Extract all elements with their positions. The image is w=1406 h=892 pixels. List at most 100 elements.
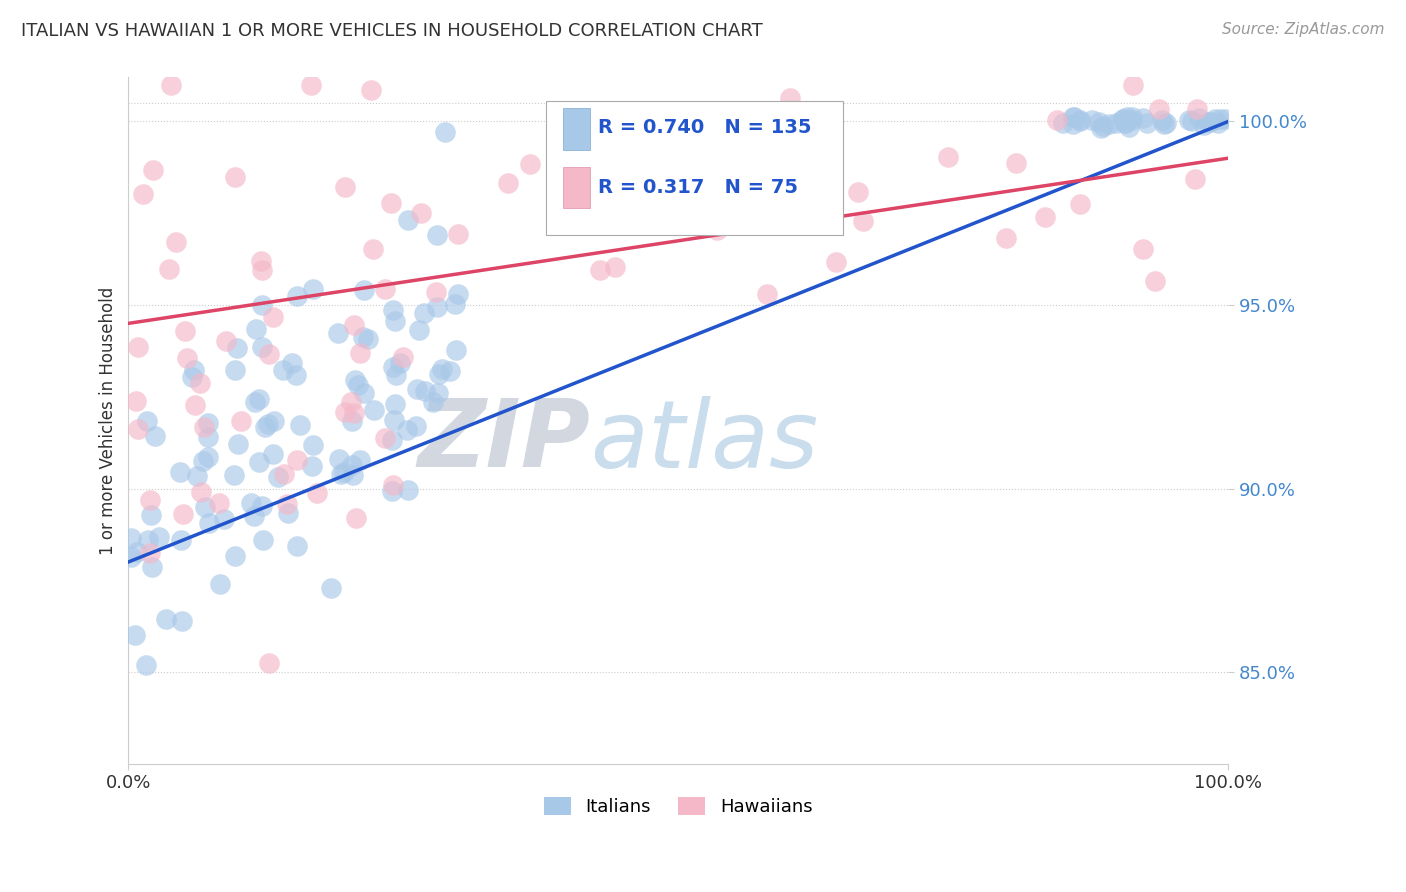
Point <box>335 405 357 419</box>
Point <box>253 420 276 434</box>
Point <box>413 306 436 320</box>
Point <box>250 262 273 277</box>
Point <box>181 370 204 384</box>
Point <box>259 347 281 361</box>
Point <box>215 334 238 349</box>
Point <box>276 498 298 512</box>
Point <box>328 452 350 467</box>
Point <box>432 361 454 376</box>
Point <box>224 362 246 376</box>
Point <box>160 78 183 92</box>
Point <box>381 360 404 375</box>
Point <box>496 176 519 190</box>
Point <box>214 512 236 526</box>
Point <box>285 453 308 467</box>
Point <box>353 386 375 401</box>
Point <box>139 508 162 522</box>
Point <box>250 340 273 354</box>
Text: ITALIAN VS HAWAIIAN 1 OR MORE VEHICLES IN HOUSEHOLD CORRELATION CHART: ITALIAN VS HAWAIIAN 1 OR MORE VEHICLES I… <box>21 22 763 40</box>
Point <box>285 288 308 302</box>
Point <box>262 310 284 325</box>
Point <box>284 368 307 383</box>
Point <box>326 326 349 340</box>
Point <box>124 393 146 408</box>
Point <box>1121 112 1143 127</box>
Point <box>1197 114 1219 128</box>
Point <box>346 378 368 392</box>
Point <box>706 223 728 237</box>
Point <box>380 196 402 211</box>
Point <box>166 235 188 249</box>
Point <box>305 486 328 500</box>
Point <box>135 414 157 428</box>
Point <box>188 376 211 391</box>
Point <box>1208 112 1230 126</box>
Point <box>155 612 177 626</box>
Point <box>396 483 419 498</box>
Point <box>357 332 380 346</box>
Point <box>257 417 280 431</box>
Point <box>443 297 465 311</box>
Point <box>1156 116 1178 130</box>
Point <box>425 227 447 242</box>
Point <box>273 467 295 481</box>
Point <box>333 179 356 194</box>
Text: Source: ZipAtlas.com: Source: ZipAtlas.com <box>1222 22 1385 37</box>
Point <box>139 547 162 561</box>
Point <box>245 395 267 409</box>
Point <box>224 467 246 482</box>
Point <box>1177 113 1199 128</box>
Point <box>444 343 467 358</box>
Point <box>1035 210 1057 224</box>
Point <box>343 373 366 387</box>
Point <box>1181 114 1204 128</box>
Point <box>1069 113 1091 128</box>
Point <box>263 414 285 428</box>
Point <box>343 406 366 420</box>
Point <box>426 300 449 314</box>
Point <box>1153 117 1175 131</box>
Point <box>197 430 219 444</box>
Point <box>194 500 217 514</box>
Point <box>381 484 404 499</box>
Point <box>1114 115 1136 129</box>
Point <box>426 386 449 401</box>
Point <box>240 496 263 510</box>
Point <box>741 146 763 161</box>
Point <box>197 417 219 431</box>
Point <box>825 254 848 268</box>
Point <box>252 533 274 547</box>
Point <box>1204 112 1226 127</box>
Point <box>243 508 266 523</box>
Point <box>169 466 191 480</box>
Point <box>1087 114 1109 128</box>
Point <box>1112 112 1135 126</box>
Point <box>252 499 274 513</box>
Point <box>1105 116 1128 130</box>
Point <box>339 394 361 409</box>
Point <box>389 356 412 370</box>
Point <box>381 478 404 492</box>
Point <box>134 658 156 673</box>
Point <box>548 173 571 187</box>
Point <box>447 227 470 241</box>
Point <box>681 106 703 120</box>
Point <box>1090 120 1112 135</box>
Point <box>1063 110 1085 124</box>
Point <box>343 318 366 332</box>
Point <box>1143 274 1166 288</box>
Point <box>172 614 194 628</box>
Point <box>281 356 304 370</box>
Point <box>447 287 470 301</box>
Point <box>245 321 267 335</box>
Point <box>567 200 589 214</box>
Point <box>138 493 160 508</box>
Point <box>1122 78 1144 92</box>
Point <box>1118 120 1140 135</box>
Point <box>589 262 612 277</box>
Point <box>198 516 221 530</box>
Point <box>1199 115 1222 129</box>
Point <box>226 437 249 451</box>
Point <box>995 231 1018 245</box>
Point <box>427 367 450 381</box>
